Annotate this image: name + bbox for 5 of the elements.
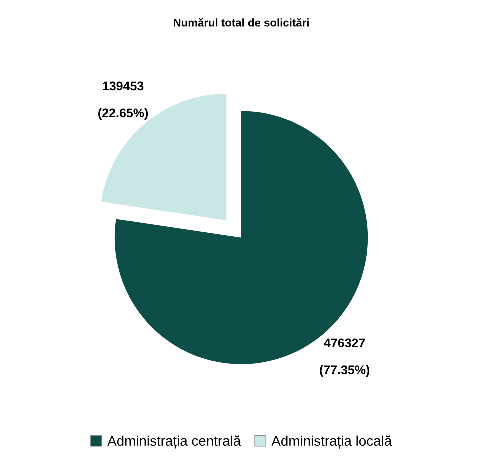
legend-label: Administrația locală — [272, 436, 392, 449]
text: 476327 (77.35%) — [320, 338, 370, 377]
text: 139453 (22.65%) — [98, 82, 148, 120]
legend-label: Administrația centrală — [108, 436, 242, 449]
chart-title: Numărul total de solicitări — [174, 18, 309, 27]
